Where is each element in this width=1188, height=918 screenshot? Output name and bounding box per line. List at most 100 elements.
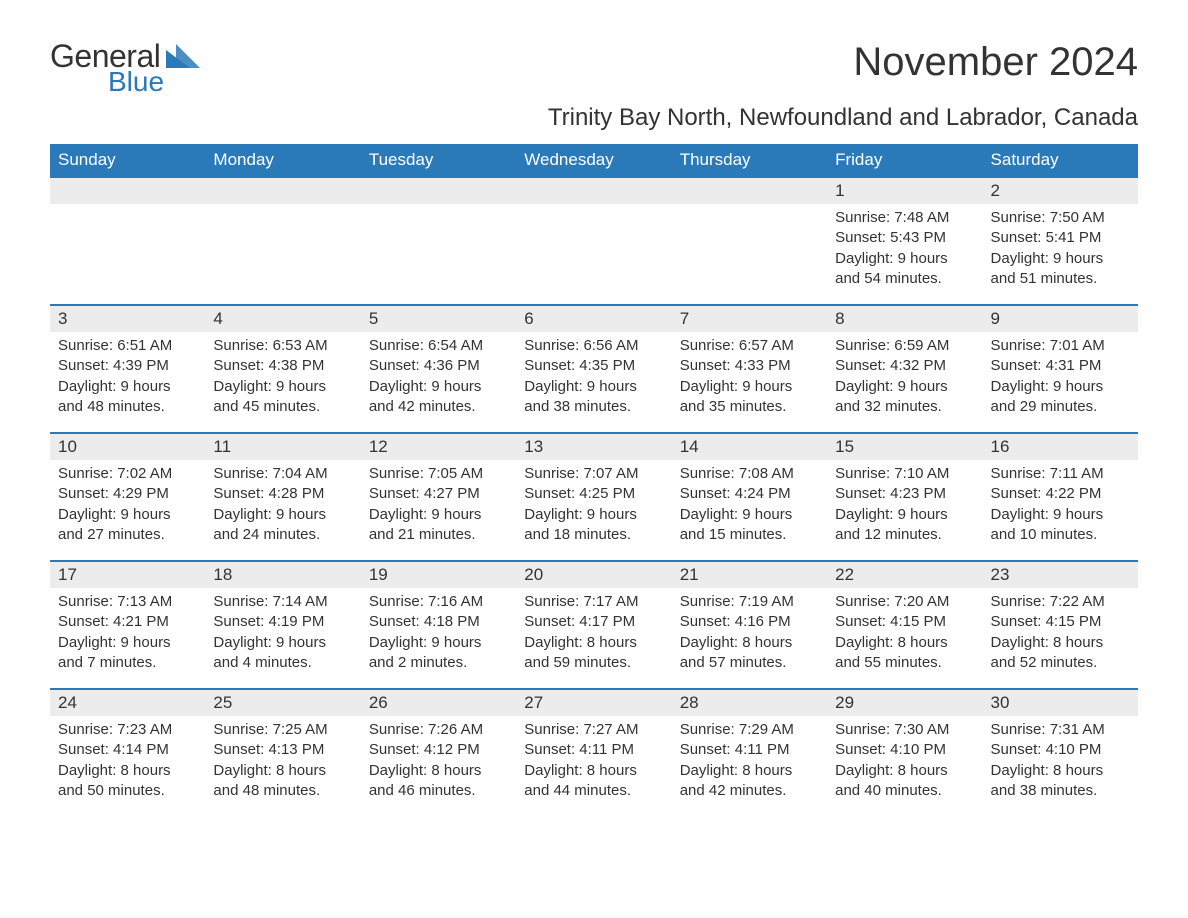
- day-number: 18: [205, 562, 360, 588]
- brand-name-2: Blue: [108, 68, 164, 96]
- day-body: Sunrise: 7:48 AMSunset: 5:43 PMDaylight:…: [827, 204, 982, 295]
- day-wrapper: 12Sunrise: 7:05 AMSunset: 4:27 PMDayligh…: [361, 432, 516, 560]
- day-daylight1: Daylight: 9 hours: [680, 505, 819, 525]
- day-body: Sunrise: 6:56 AMSunset: 4:35 PMDaylight:…: [516, 332, 671, 423]
- day-daylight2: and 7 minutes.: [58, 653, 197, 673]
- day-daylight1: Daylight: 9 hours: [369, 633, 508, 653]
- day-sunrise: Sunrise: 7:10 AM: [835, 464, 974, 484]
- day-daylight2: and 45 minutes.: [213, 397, 352, 417]
- day-wrapper: 9Sunrise: 7:01 AMSunset: 4:31 PMDaylight…: [983, 304, 1138, 432]
- day-daylight2: and 48 minutes.: [58, 397, 197, 417]
- day-sunset: Sunset: 4:25 PM: [524, 484, 663, 504]
- day-sunrise: Sunrise: 6:54 AM: [369, 336, 508, 356]
- day-daylight1: Daylight: 8 hours: [680, 761, 819, 781]
- day-wrapper: 6Sunrise: 6:56 AMSunset: 4:35 PMDaylight…: [516, 304, 671, 432]
- day-body: Sunrise: 7:27 AMSunset: 4:11 PMDaylight:…: [516, 716, 671, 807]
- weekday-header: Saturday: [983, 144, 1138, 176]
- calendar-cell: 13Sunrise: 7:07 AMSunset: 4:25 PMDayligh…: [516, 432, 671, 560]
- day-body: Sunrise: 7:25 AMSunset: 4:13 PMDaylight:…: [205, 716, 360, 807]
- calendar-week-row: 1Sunrise: 7:48 AMSunset: 5:43 PMDaylight…: [50, 176, 1138, 304]
- day-body: Sunrise: 7:26 AMSunset: 4:12 PMDaylight:…: [361, 716, 516, 807]
- calendar-cell: 6Sunrise: 6:56 AMSunset: 4:35 PMDaylight…: [516, 304, 671, 432]
- day-daylight2: and 54 minutes.: [835, 269, 974, 289]
- calendar-cell: [516, 176, 671, 304]
- brand-triangle-icon: [166, 44, 200, 73]
- calendar-cell: 20Sunrise: 7:17 AMSunset: 4:17 PMDayligh…: [516, 560, 671, 688]
- day-daylight1: Daylight: 9 hours: [58, 505, 197, 525]
- day-body: Sunrise: 7:30 AMSunset: 4:10 PMDaylight:…: [827, 716, 982, 807]
- day-daylight1: Daylight: 9 hours: [369, 505, 508, 525]
- day-body: Sunrise: 7:07 AMSunset: 4:25 PMDaylight:…: [516, 460, 671, 551]
- day-daylight2: and 50 minutes.: [58, 781, 197, 801]
- day-number: 30: [983, 690, 1138, 716]
- day-sunset: Sunset: 4:35 PM: [524, 356, 663, 376]
- day-body: Sunrise: 7:08 AMSunset: 4:24 PMDaylight:…: [672, 460, 827, 551]
- day-daylight2: and 27 minutes.: [58, 525, 197, 545]
- calendar-cell: 27Sunrise: 7:27 AMSunset: 4:11 PMDayligh…: [516, 688, 671, 816]
- day-wrapper: 3Sunrise: 6:51 AMSunset: 4:39 PMDaylight…: [50, 304, 205, 432]
- day-daylight2: and 4 minutes.: [213, 653, 352, 673]
- day-body: Sunrise: 7:22 AMSunset: 4:15 PMDaylight:…: [983, 588, 1138, 679]
- day-wrapper: 19Sunrise: 7:16 AMSunset: 4:18 PMDayligh…: [361, 560, 516, 688]
- day-wrapper: 2Sunrise: 7:50 AMSunset: 5:41 PMDaylight…: [983, 176, 1138, 304]
- day-wrapper: 26Sunrise: 7:26 AMSunset: 4:12 PMDayligh…: [361, 688, 516, 816]
- day-sunset: Sunset: 4:36 PM: [369, 356, 508, 376]
- day-sunset: Sunset: 5:43 PM: [835, 228, 974, 248]
- header: General Blue November 2024: [50, 40, 1138, 96]
- day-daylight1: Daylight: 9 hours: [835, 505, 974, 525]
- day-body: Sunrise: 7:04 AMSunset: 4:28 PMDaylight:…: [205, 460, 360, 551]
- day-number: 20: [516, 562, 671, 588]
- day-number: 28: [672, 690, 827, 716]
- day-sunrise: Sunrise: 6:56 AM: [524, 336, 663, 356]
- day-number: 25: [205, 690, 360, 716]
- calendar-cell: 25Sunrise: 7:25 AMSunset: 4:13 PMDayligh…: [205, 688, 360, 816]
- day-body: Sunrise: 7:05 AMSunset: 4:27 PMDaylight:…: [361, 460, 516, 551]
- day-sunset: Sunset: 4:10 PM: [991, 740, 1130, 760]
- day-daylight2: and 10 minutes.: [991, 525, 1130, 545]
- day-daylight1: Daylight: 9 hours: [213, 505, 352, 525]
- calendar-cell: 3Sunrise: 6:51 AMSunset: 4:39 PMDaylight…: [50, 304, 205, 432]
- calendar-cell: 10Sunrise: 7:02 AMSunset: 4:29 PMDayligh…: [50, 432, 205, 560]
- calendar-cell: 26Sunrise: 7:26 AMSunset: 4:12 PMDayligh…: [361, 688, 516, 816]
- day-sunrise: Sunrise: 6:53 AM: [213, 336, 352, 356]
- day-daylight1: Daylight: 9 hours: [991, 249, 1130, 269]
- day-body: Sunrise: 7:16 AMSunset: 4:18 PMDaylight:…: [361, 588, 516, 679]
- day-body: Sunrise: 7:13 AMSunset: 4:21 PMDaylight:…: [50, 588, 205, 679]
- day-sunrise: Sunrise: 7:20 AM: [835, 592, 974, 612]
- day-wrapper: 22Sunrise: 7:20 AMSunset: 4:15 PMDayligh…: [827, 560, 982, 688]
- day-sunrise: Sunrise: 6:51 AM: [58, 336, 197, 356]
- weekday-header: Sunday: [50, 144, 205, 176]
- day-wrapper: [516, 176, 671, 304]
- day-sunrise: Sunrise: 7:48 AM: [835, 208, 974, 228]
- day-wrapper: 20Sunrise: 7:17 AMSunset: 4:17 PMDayligh…: [516, 560, 671, 688]
- calendar-cell: 23Sunrise: 7:22 AMSunset: 4:15 PMDayligh…: [983, 560, 1138, 688]
- calendar-cell: 21Sunrise: 7:19 AMSunset: 4:16 PMDayligh…: [672, 560, 827, 688]
- day-sunrise: Sunrise: 7:11 AM: [991, 464, 1130, 484]
- day-daylight2: and 48 minutes.: [213, 781, 352, 801]
- day-wrapper: 11Sunrise: 7:04 AMSunset: 4:28 PMDayligh…: [205, 432, 360, 560]
- day-wrapper: 5Sunrise: 6:54 AMSunset: 4:36 PMDaylight…: [361, 304, 516, 432]
- day-wrapper: 15Sunrise: 7:10 AMSunset: 4:23 PMDayligh…: [827, 432, 982, 560]
- day-sunset: Sunset: 4:22 PM: [991, 484, 1130, 504]
- brand-text: General Blue: [50, 40, 164, 96]
- calendar-cell: [205, 176, 360, 304]
- day-body: Sunrise: 7:20 AMSunset: 4:15 PMDaylight:…: [827, 588, 982, 679]
- calendar-cell: 15Sunrise: 7:10 AMSunset: 4:23 PMDayligh…: [827, 432, 982, 560]
- day-daylight1: Daylight: 9 hours: [991, 377, 1130, 397]
- day-daylight1: Daylight: 9 hours: [524, 377, 663, 397]
- day-daylight2: and 38 minutes.: [524, 397, 663, 417]
- calendar-cell: 30Sunrise: 7:31 AMSunset: 4:10 PMDayligh…: [983, 688, 1138, 816]
- calendar-cell: 19Sunrise: 7:16 AMSunset: 4:18 PMDayligh…: [361, 560, 516, 688]
- day-daylight2: and 51 minutes.: [991, 269, 1130, 289]
- day-sunrise: Sunrise: 7:17 AM: [524, 592, 663, 612]
- calendar-cell: 22Sunrise: 7:20 AMSunset: 4:15 PMDayligh…: [827, 560, 982, 688]
- day-body: Sunrise: 7:01 AMSunset: 4:31 PMDaylight:…: [983, 332, 1138, 423]
- day-wrapper: 13Sunrise: 7:07 AMSunset: 4:25 PMDayligh…: [516, 432, 671, 560]
- day-body: Sunrise: 7:31 AMSunset: 4:10 PMDaylight:…: [983, 716, 1138, 807]
- calendar-cell: 11Sunrise: 7:04 AMSunset: 4:28 PMDayligh…: [205, 432, 360, 560]
- day-number: 27: [516, 690, 671, 716]
- day-number: 10: [50, 434, 205, 460]
- calendar-cell: 14Sunrise: 7:08 AMSunset: 4:24 PMDayligh…: [672, 432, 827, 560]
- day-daylight1: Daylight: 8 hours: [369, 761, 508, 781]
- day-daylight1: Daylight: 9 hours: [524, 505, 663, 525]
